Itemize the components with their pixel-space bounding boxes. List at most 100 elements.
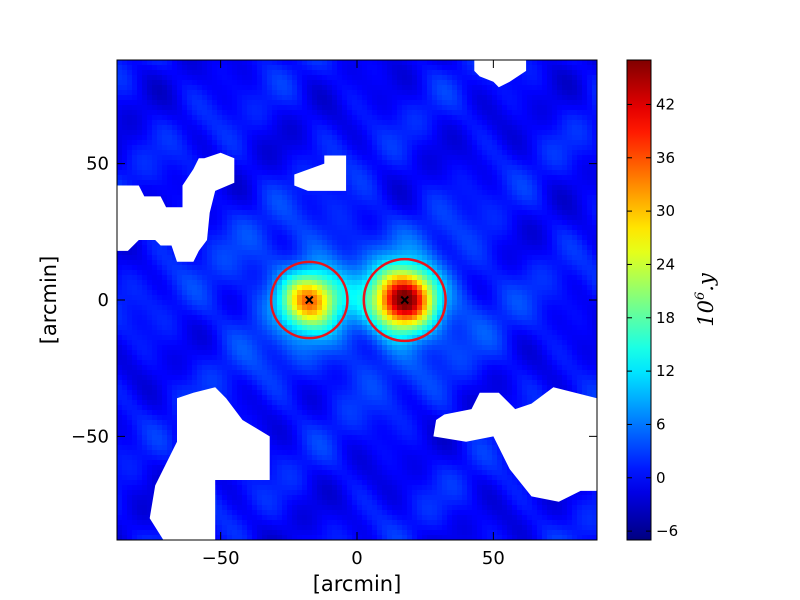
heatmap-cell [367, 510, 373, 516]
heatmap-cell [277, 65, 283, 71]
heatmap-cell [277, 325, 283, 331]
heatmap-cell [162, 165, 168, 171]
heatmap-cell [227, 505, 233, 511]
heatmap-cell [277, 390, 283, 396]
heatmap-cell [212, 335, 218, 341]
heatmap-cell [267, 160, 273, 166]
heatmap-cell [147, 170, 153, 176]
heatmap-cell [372, 210, 378, 216]
heatmap-cell [352, 280, 358, 286]
heatmap-cell [177, 160, 183, 166]
heatmap-cell [312, 320, 318, 326]
heatmap-cell [277, 385, 283, 391]
heatmap-cell [287, 165, 293, 171]
heatmap-cell [292, 225, 298, 231]
heatmap-cell [322, 105, 328, 111]
heatmap-cell [302, 465, 308, 471]
heatmap-cell [122, 530, 128, 536]
heatmap-cell [292, 475, 298, 481]
heatmap-cell [277, 240, 283, 246]
heatmap-cell [262, 370, 268, 376]
heatmap-cell [242, 135, 248, 141]
heatmap-cell [202, 355, 208, 361]
heatmap-cell [262, 510, 268, 516]
heatmap-cell [367, 60, 373, 66]
heatmap-cell [132, 80, 138, 86]
heatmap-cell [357, 460, 363, 466]
heatmap-cell [352, 65, 358, 71]
heatmap-cell [282, 405, 288, 411]
heatmap-cell [162, 265, 168, 271]
heatmap-cell [252, 230, 258, 236]
heatmap-cell [237, 90, 243, 96]
heatmap-cell [207, 330, 213, 336]
heatmap-cell [132, 465, 138, 471]
heatmap-cell [372, 290, 378, 296]
heatmap-cell [297, 395, 303, 401]
heatmap-cell [227, 365, 233, 371]
heatmap-cell [157, 380, 163, 386]
heatmap-cell [327, 85, 333, 91]
heatmap-cell [282, 445, 288, 451]
heatmap-cell [357, 505, 363, 511]
heatmap-cell [352, 230, 358, 236]
heatmap-cell [312, 85, 318, 91]
heatmap-cell [302, 240, 308, 246]
heatmap-cell [127, 410, 133, 416]
heatmap-cell [147, 490, 153, 496]
heatmap-cell [182, 355, 188, 361]
heatmap-cell [167, 275, 173, 281]
heatmap-cell [277, 140, 283, 146]
heatmap-cell [167, 385, 173, 391]
heatmap-cell [317, 360, 323, 366]
heatmap-cell [122, 120, 128, 126]
heatmap-cell [192, 280, 198, 286]
heatmap-cell [312, 355, 318, 361]
heatmap-cell [217, 515, 223, 521]
heatmap-cell [362, 265, 368, 271]
heatmap-cell [117, 255, 123, 261]
heatmap-cell [197, 385, 203, 391]
heatmap-cell [237, 280, 243, 286]
heatmap-cell [302, 380, 308, 386]
heatmap-cell [297, 150, 303, 156]
heatmap-cell [342, 505, 348, 511]
heatmap-cell [172, 295, 178, 301]
heatmap-cell [172, 195, 178, 201]
heatmap-cell [147, 185, 153, 191]
heatmap-cell [127, 375, 133, 381]
heatmap-cell [257, 140, 263, 146]
heatmap-cell [317, 60, 323, 66]
heatmap-cell [117, 350, 123, 356]
heatmap-cell [347, 320, 353, 326]
heatmap-cell [307, 505, 313, 511]
heatmap-cell [252, 225, 258, 231]
heatmap-cell [237, 225, 243, 231]
heatmap-cell [192, 330, 198, 336]
heatmap-cell [367, 500, 373, 506]
heatmap-cell [292, 110, 298, 116]
heatmap-cell [287, 320, 293, 326]
heatmap-cell [372, 120, 378, 126]
heatmap-cell [167, 185, 173, 191]
heatmap-cell [147, 115, 153, 121]
heatmap-cell [297, 305, 303, 311]
heatmap-cell [117, 340, 123, 346]
heatmap-cell [137, 470, 143, 476]
heatmap-cell [157, 135, 163, 141]
heatmap-cell [297, 185, 303, 191]
heatmap-cell [282, 250, 288, 256]
heatmap-cell [317, 405, 323, 411]
heatmap-cell [162, 435, 168, 441]
heatmap-cell [262, 125, 268, 131]
heatmap-cell [312, 115, 318, 121]
heatmap-cell [117, 285, 123, 291]
heatmap-cell [147, 475, 153, 481]
heatmap-cell [347, 295, 353, 301]
heatmap-cell [342, 425, 348, 431]
heatmap-cell [147, 325, 153, 331]
heatmap-cell [367, 100, 373, 106]
heatmap-cell [207, 305, 213, 311]
heatmap-cell [322, 70, 328, 76]
heatmap-cell [347, 370, 353, 376]
